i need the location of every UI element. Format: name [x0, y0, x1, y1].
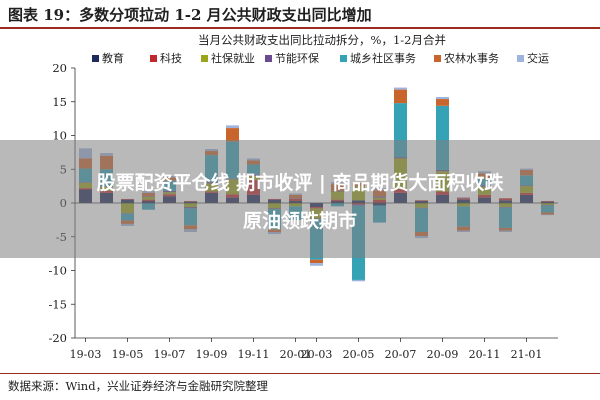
legend-label: 交运 [527, 51, 549, 65]
x-tick-label: 20-03 [301, 348, 333, 361]
source-note: 数据来源：Wind，兴业证券经济与金融研究院整理 [8, 379, 269, 393]
bar-segment [225, 128, 240, 142]
y-tick-label: -10 [48, 264, 67, 278]
y-tick-label: -20 [48, 331, 67, 345]
x-tick-label: 19-07 [154, 348, 186, 361]
bar-segment [225, 125, 240, 129]
legend-swatch [201, 55, 208, 62]
x-tick-label: 19-09 [196, 348, 228, 361]
x-tick-label: 19-05 [112, 348, 144, 361]
x-tick-label: 19-11 [238, 348, 270, 361]
legend-swatch [150, 55, 157, 62]
legend-swatch [517, 55, 524, 62]
legend-swatch [92, 55, 99, 62]
x-tick-label: 20-11 [469, 348, 501, 361]
legend-label: 社保就业 [211, 51, 255, 65]
bar-segment [393, 87, 408, 90]
bar-segment [435, 97, 450, 100]
x-tick-label: 20-09 [427, 348, 459, 361]
bar-segment [309, 259, 324, 264]
legend-swatch [340, 55, 347, 62]
x-tick-label: 20-05 [343, 348, 375, 361]
overlay-headline-line-1: 股票配资平仓线 期市收评 | 商品期货大面积收跌 [96, 172, 504, 194]
legend-swatch [434, 55, 441, 62]
bar-segment [393, 89, 408, 104]
source-rule [0, 373, 600, 374]
figure-title: 图表 19：多数分项拉动 1-2 月公共财政支出同比增加 [8, 6, 372, 24]
y-tick-label: -15 [48, 297, 67, 311]
bar-segment [351, 279, 366, 282]
bar-segment [435, 99, 450, 106]
legend-label: 科技 [160, 51, 182, 65]
y-tick-label: 15 [52, 95, 67, 109]
legend-label: 教育 [102, 51, 124, 65]
legend-swatch [265, 55, 272, 62]
x-tick-label: 20-07 [385, 348, 417, 361]
y-tick-label: 10 [52, 129, 67, 143]
chart-legend: 教育 科技 社保就业 节能环保 城乡社区事务 农林水事务 交运 [92, 51, 549, 65]
chart-title: 当月公共财政支出同比拉动拆分，%，1-2月合并 [198, 33, 446, 47]
x-tick-label: 21-01 [511, 348, 543, 361]
legend-label: 城乡社区事务 [350, 51, 416, 65]
overlay-headline-line-2: 原油领跌期市 [242, 210, 357, 232]
legend-label: 农林水事务 [444, 51, 499, 65]
title-rule [0, 27, 600, 29]
overlay-banner [0, 140, 600, 258]
legend-label: 节能环保 [275, 51, 319, 65]
y-tick-label: 20 [52, 61, 67, 75]
x-tick-label: 20-01 [280, 348, 312, 361]
bar-segment [309, 263, 324, 266]
x-tick-label: 19-03 [70, 348, 102, 361]
